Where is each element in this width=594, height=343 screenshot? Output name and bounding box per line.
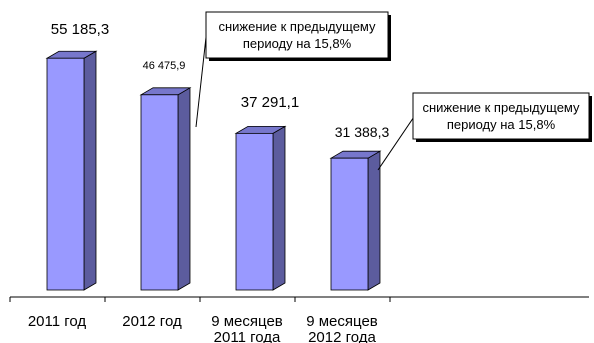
callout-pointer (195, 37, 207, 128)
data-label: 37 291,1 (241, 94, 299, 111)
callout-box (412, 92, 590, 140)
callout-box (205, 11, 389, 59)
data-label: 31 388,3 (335, 124, 390, 140)
bar-side (83, 50, 97, 291)
callout-text: снижение к предыдущему (422, 100, 580, 115)
data-label: 55 185,3 (51, 21, 109, 38)
bar-side (272, 125, 286, 291)
x-tick-label: 2012 года (308, 329, 376, 343)
data-label: 46 475,9 (143, 60, 186, 72)
callout-text: снижение к предыдущему (218, 19, 376, 34)
bar (235, 132, 274, 291)
x-tick-label: 2011 года (214, 329, 281, 343)
callout-text: периоду на 15,8% (243, 36, 352, 51)
bar (140, 94, 179, 291)
x-tick-label: 2012 год (122, 313, 182, 330)
bar-side (177, 87, 191, 291)
bar-side (367, 150, 381, 291)
callout-text: периоду на 15,8% (447, 117, 556, 132)
callout-pointer (377, 118, 414, 171)
bar (330, 157, 369, 291)
x-tick-label: 9 месяцев (306, 313, 378, 330)
x-tick-label: 2011 год (28, 313, 87, 330)
x-tick-label: 9 месяцев (211, 313, 283, 330)
bar (46, 57, 85, 291)
